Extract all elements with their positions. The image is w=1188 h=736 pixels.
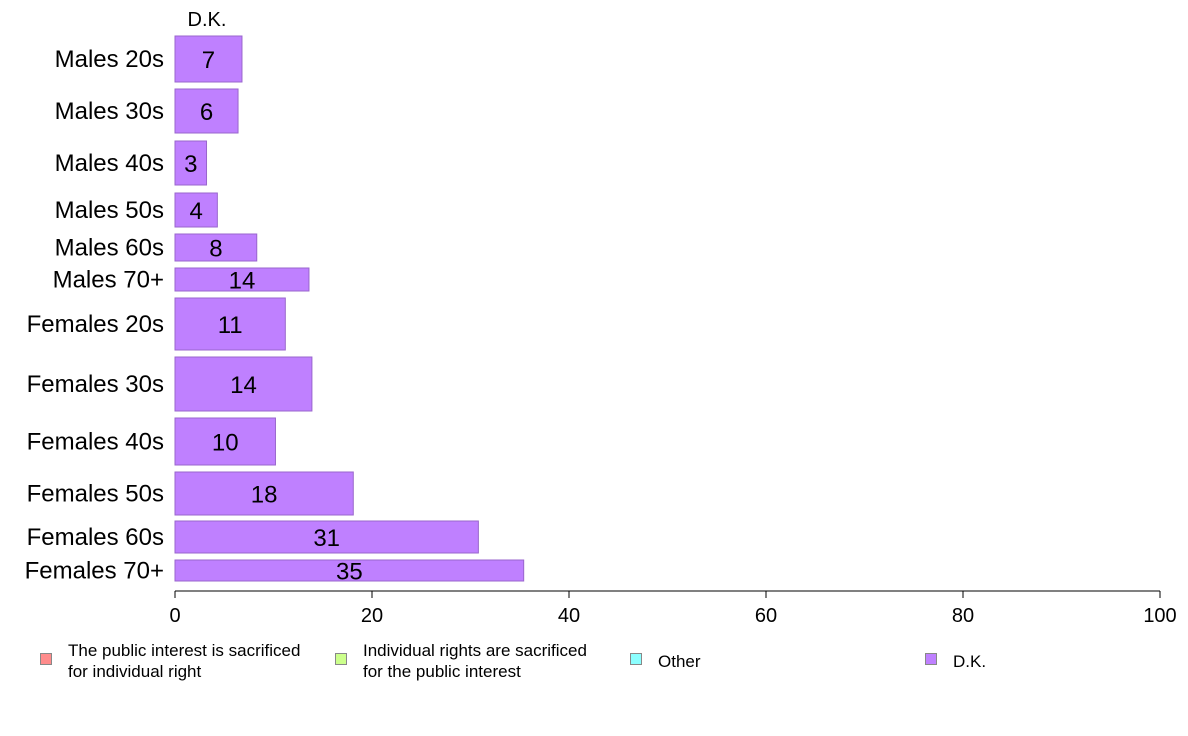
category-label: Males 70+ (53, 267, 164, 294)
category-label: Females 30s (27, 371, 164, 398)
legend-item: D.K. (925, 640, 986, 672)
legend-label: Other (658, 652, 701, 671)
bar-value-label: 10 (212, 430, 239, 457)
x-tick-label: 20 (361, 605, 383, 627)
legend-label: D.K. (953, 652, 987, 671)
x-axis: 0 20 40 60 80 100 (169, 590, 1177, 627)
bar-value-label: 8 (209, 236, 222, 263)
category-label: Males 30s (55, 98, 164, 125)
bar-value-label: 31 (313, 525, 340, 552)
legend-swatch (40, 653, 52, 665)
bar (174, 471, 354, 516)
x-tick-label: 80 (952, 605, 974, 627)
legend-swatch (335, 653, 347, 665)
x-tick-label: 100 (1143, 605, 1176, 627)
bar (174, 267, 310, 292)
column-title: D.K. (188, 9, 227, 31)
bar (174, 559, 525, 582)
x-tick-label: 40 (558, 605, 580, 627)
category-label: Females 50s (27, 481, 164, 508)
x-tick-label: 60 (755, 605, 777, 627)
legend-label: Individual rights are sacrificed for the… (363, 641, 587, 681)
bar (174, 297, 286, 351)
bar (174, 192, 218, 228)
bar (174, 417, 276, 466)
category-label: Males 20s (55, 46, 164, 73)
legend-item: Individual rights are sacrificed for the… (335, 640, 587, 682)
bar (174, 356, 313, 412)
bars-group: Males 20s 7 Males 30s 6 Males 40s 3 Males 50s 4… (25, 35, 525, 586)
bar (174, 140, 208, 186)
bar-value-label: 14 (230, 372, 257, 399)
bar-value-label: 35 (336, 559, 363, 586)
category-label: Males 40s (55, 150, 164, 177)
legend-swatch (630, 653, 642, 665)
category-label: Females 70+ (25, 558, 164, 585)
bar-value-label: 14 (229, 268, 256, 295)
legend-swatch (925, 653, 937, 665)
legend: The public interest is sacrificed for in… (0, 640, 1188, 700)
category-label: Males 50s (55, 197, 164, 224)
bar-value-label: 18 (251, 482, 278, 509)
bar (174, 35, 243, 83)
x-tick-label: 0 (169, 605, 180, 627)
bar (174, 520, 479, 554)
legend-item: Other (630, 640, 701, 672)
bar-value-label: 6 (200, 99, 213, 126)
legend-label: The public interest is sacrificed for in… (68, 641, 301, 681)
category-label: Females 60s (27, 524, 164, 551)
bar-value-label: 7 (202, 47, 215, 74)
category-label: Females 20s (27, 311, 164, 338)
bar-value-label: 11 (218, 312, 243, 339)
category-label: Females 40s (27, 429, 164, 456)
bar-value-label: 3 (184, 151, 197, 178)
bar-value-label: 4 (189, 198, 202, 225)
legend-item: The public interest is sacrificed for in… (40, 640, 300, 682)
bar (174, 88, 239, 134)
category-label: Males 60s (55, 235, 164, 262)
bar (174, 233, 258, 262)
